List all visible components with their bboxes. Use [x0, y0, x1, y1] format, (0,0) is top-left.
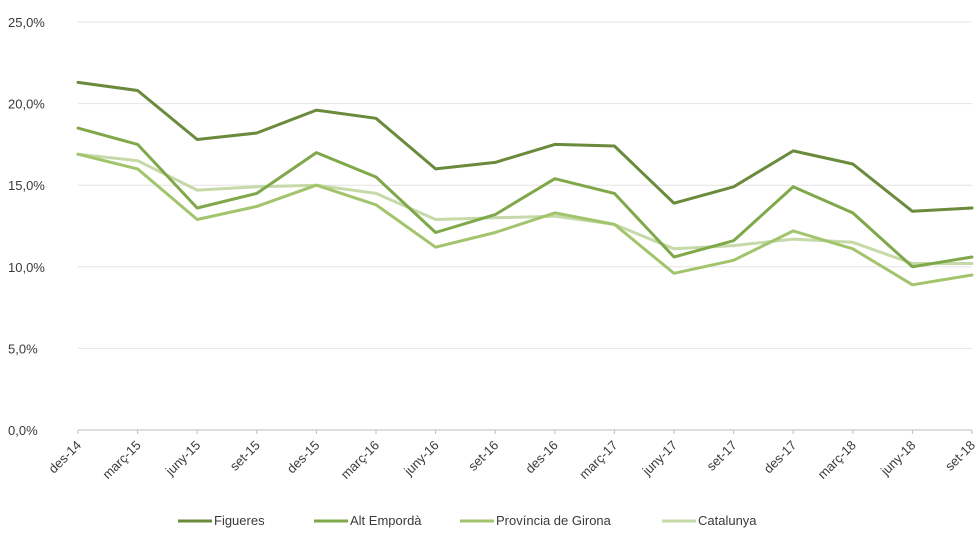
x-tick-label: març-17 [576, 438, 620, 482]
legend-label: Catalunya [698, 513, 757, 528]
y-axis-ticks: 0,0% 5,0% 10,0% 15,0% 20,0% 25,0% [8, 15, 45, 438]
y-tick-label: 20,0% [8, 97, 45, 112]
x-tick-label: març-18 [815, 438, 859, 482]
legend-label: Alt Empordà [350, 513, 422, 528]
x-tick-label: des-16 [522, 438, 561, 477]
x-tick-label: set-16 [465, 438, 501, 474]
x-axis-ticks: des-14 març-15 juny-15 set-15 des-15 març-16 j… [45, 430, 976, 482]
x-tick-label: set-15 [227, 438, 263, 474]
y-tick-label: 0,0% [8, 423, 38, 438]
x-tick-label: des-15 [284, 438, 323, 477]
x-tick-label: juny-16 [400, 438, 441, 479]
series-line [76, 80, 974, 213]
y-tick-label: 15,0% [8, 178, 45, 193]
x-tick-label: juny-17 [639, 438, 680, 479]
x-tick-label: març-16 [338, 438, 382, 482]
y-tick-label: 10,0% [8, 260, 45, 275]
x-tick-label: set-18 [942, 438, 976, 474]
x-tick-label: març-15 [99, 438, 143, 482]
x-tick-label: set-17 [704, 438, 740, 474]
series-line [76, 152, 974, 265]
legend-label: Província de Girona [496, 513, 612, 528]
series-lines [76, 80, 974, 287]
x-tick-label: juny-18 [877, 438, 918, 479]
gridlines [78, 21, 972, 349]
y-tick-label: 25,0% [8, 15, 45, 30]
x-tick-label: juny-15 [162, 438, 203, 479]
x-tick-label: des-17 [761, 438, 800, 477]
legend-label: Figueres [214, 513, 265, 528]
y-tick-label: 5,0% [8, 341, 38, 356]
series-line [76, 126, 974, 269]
x-tick-label: des-14 [45, 438, 84, 477]
series-line [76, 152, 974, 287]
legend: Figueres Alt Empordà Província de Girona Ca… [178, 513, 757, 528]
